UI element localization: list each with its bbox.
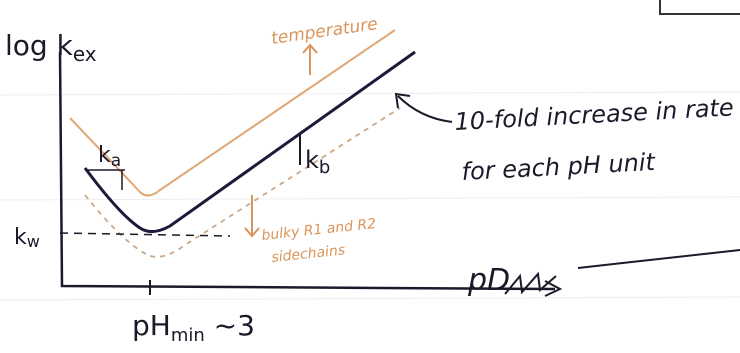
kw-sub: w: [27, 232, 40, 251]
diagram: log kex ka kb kw temperature bulky R1 an…: [0, 0, 740, 353]
y-label-main: log k: [5, 29, 74, 62]
x-label-main: pH: [132, 309, 171, 342]
x-label-sub: min: [171, 325, 205, 346]
ka-sub: a: [111, 151, 121, 171]
kw-main: k: [14, 225, 27, 250]
x-label-suffix: ~3: [205, 309, 255, 342]
kb-sub: b: [319, 157, 330, 178]
x-end-label: pD: [467, 263, 510, 298]
kb-main: k: [305, 146, 319, 174]
y-label-sub: ex: [73, 42, 97, 66]
ka-main: k: [98, 143, 111, 168]
